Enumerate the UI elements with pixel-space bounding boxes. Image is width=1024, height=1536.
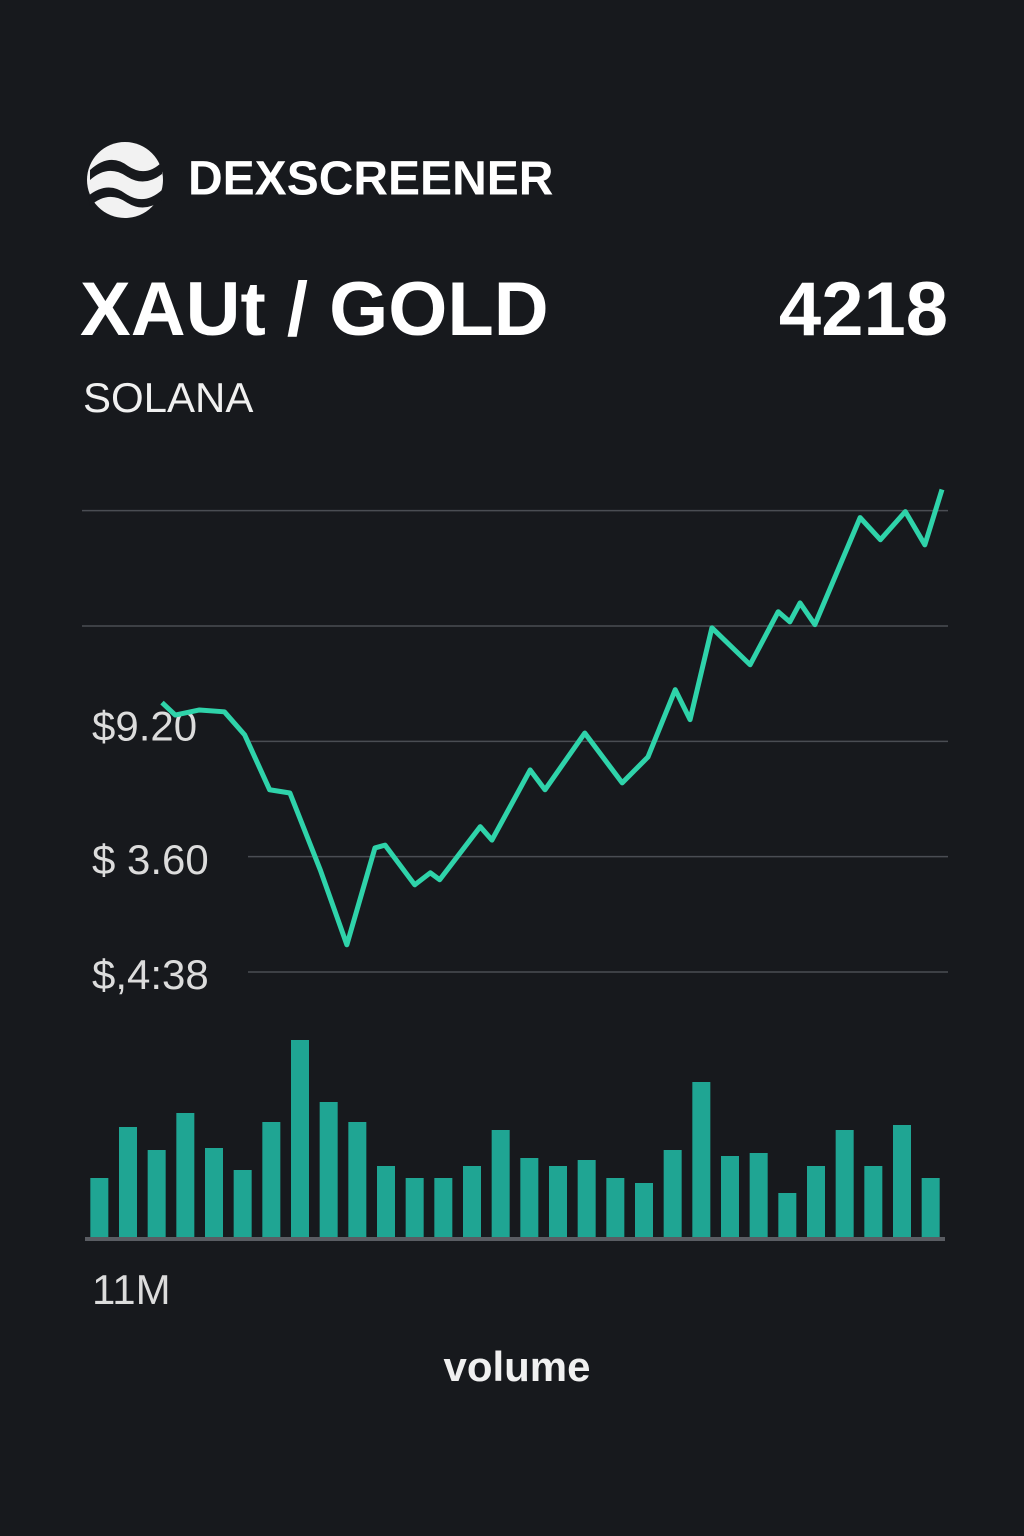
volume-bar	[291, 1040, 309, 1237]
volume-bar	[491, 1130, 510, 1237]
price-line	[160, 488, 945, 948]
network: SOLANA	[83, 374, 253, 421]
volume-bar	[606, 1178, 625, 1237]
volume-bar	[463, 1166, 481, 1237]
axis-label: $,4:38	[92, 951, 209, 998]
volume-bar	[405, 1178, 424, 1237]
volume-bar	[434, 1178, 453, 1237]
volume-bar	[893, 1125, 911, 1237]
volume-bar	[233, 1170, 252, 1237]
volume-label: volume	[443, 1343, 590, 1390]
volume-bar	[663, 1150, 682, 1237]
volume-bar	[262, 1122, 281, 1237]
volume-bar	[319, 1102, 338, 1237]
volume-bar	[778, 1193, 797, 1237]
volume-bar	[205, 1148, 223, 1237]
volume-bar	[119, 1127, 137, 1237]
volume-bar	[721, 1156, 739, 1237]
volume-bar	[692, 1082, 711, 1237]
volume-bar	[749, 1153, 768, 1237]
volume-bar	[147, 1150, 166, 1237]
volume-bar	[577, 1160, 596, 1237]
volume-bar	[635, 1183, 653, 1237]
volume-bar	[520, 1158, 539, 1237]
volume-bar	[176, 1113, 195, 1237]
price: 4218	[779, 267, 948, 352]
axis-label: $9.20	[92, 702, 197, 749]
volume-scale-label: 11M	[92, 1266, 171, 1313]
volume-bar	[90, 1178, 109, 1237]
volume-bar	[377, 1166, 395, 1237]
volume-bar	[807, 1166, 825, 1237]
axis-label: $ 3.60	[92, 836, 209, 883]
volume-bar	[864, 1166, 883, 1237]
volume-bar	[348, 1122, 367, 1237]
volume-bar	[835, 1130, 854, 1237]
pair-title: XAUt / GOLD	[80, 267, 549, 352]
brand: DEXSCREENER	[188, 153, 553, 206]
logo	[87, 142, 163, 218]
volume-bar	[921, 1178, 940, 1237]
volume-bar	[549, 1166, 567, 1237]
